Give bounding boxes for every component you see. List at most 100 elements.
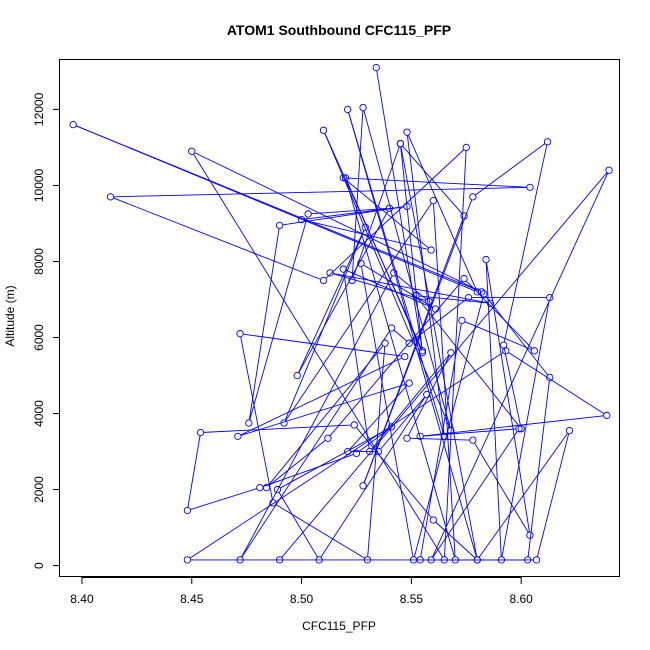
series-line-segment [275, 504, 365, 559]
series-line-segment [485, 296, 548, 376]
data-point [462, 143, 470, 152]
series-line-segment [435, 521, 476, 558]
data-point [183, 556, 192, 564]
data-point [396, 139, 405, 148]
data-point [486, 299, 495, 307]
data-point [605, 166, 613, 174]
data-point [532, 556, 541, 564]
data-point [429, 516, 437, 524]
series-line-segment [363, 199, 473, 483]
series-line-segment [187, 435, 201, 508]
data-point [196, 428, 205, 437]
data-point [273, 485, 282, 494]
series-line-segment [503, 144, 548, 342]
series-line-segment [393, 329, 407, 342]
y-axis: 0 2000 4000 6000 8000 10000 12000 [32, 92, 60, 569]
data-point [469, 436, 477, 444]
series-line-segment [464, 321, 532, 350]
data-point [326, 269, 334, 277]
series-line-segment [298, 230, 365, 373]
y-tick-label: 4000 [32, 400, 46, 427]
series-line-segment [406, 135, 445, 434]
series-line-segment [189, 352, 504, 559]
y-tick-label: 6000 [32, 324, 46, 351]
series-line-segment [281, 172, 608, 558]
series-line-segment [346, 177, 527, 188]
series-line-segment [241, 275, 393, 558]
data-point [324, 434, 332, 442]
series-line-segment [466, 280, 533, 349]
data-point [359, 482, 367, 490]
series-line-segment [282, 206, 404, 226]
series-line-segment [240, 336, 273, 500]
data-point [319, 126, 328, 134]
data-point [480, 290, 488, 298]
series-line-segment [402, 145, 463, 214]
data-point [517, 425, 525, 433]
data-point [405, 379, 413, 387]
series-line-segment [190, 488, 257, 510]
y-tick-label: 10000 [32, 168, 46, 202]
data-point [188, 147, 196, 155]
data-point [473, 556, 481, 564]
series-line-segment [345, 180, 455, 557]
series-line-segment [433, 204, 456, 557]
series-line-segment [407, 135, 477, 289]
chart-title: ATOM1 Southbound CFC115_PFP [227, 22, 451, 38]
data-point [363, 556, 372, 564]
series-line-segment [527, 380, 550, 557]
data-point [451, 556, 459, 564]
data-point [236, 330, 244, 338]
data-point [403, 434, 411, 442]
y-tick-label: 12000 [32, 92, 46, 126]
series-line-segment [536, 433, 570, 557]
series-point-group [69, 63, 613, 564]
data-point [460, 212, 468, 220]
data-point [440, 556, 448, 564]
series-line-segment [346, 270, 433, 309]
series-line-segment [432, 431, 518, 558]
data-point [469, 193, 477, 201]
data-point [256, 484, 264, 492]
x-tick-label: 8.50 [290, 592, 314, 606]
data-point [431, 305, 440, 313]
x-tick-label: 8.45 [180, 592, 204, 606]
data-point [440, 432, 448, 440]
data-point [427, 556, 435, 564]
series-line-segment [262, 454, 354, 487]
series-line-segment [320, 397, 426, 558]
series-line-segment [411, 299, 467, 342]
series-line-segment [396, 274, 427, 300]
series-line-segment [280, 428, 389, 489]
series-line-group [76, 70, 609, 561]
data-point [339, 265, 347, 273]
series-line-segment [356, 427, 432, 518]
data-point [497, 556, 506, 564]
data-point [315, 556, 323, 564]
data-point [401, 352, 409, 361]
data-point [546, 293, 554, 302]
series-line-segment [349, 385, 408, 450]
data-point [423, 390, 431, 399]
x-axis: 8.40 8.45 8.50 8.55 8.60 [70, 577, 533, 606]
data-point [403, 128, 411, 136]
series-line-segment [268, 440, 326, 486]
series-line-segment [432, 173, 609, 557]
series-line-segment [113, 186, 527, 198]
data-point [416, 432, 424, 440]
data-point [429, 197, 437, 205]
data-point [183, 506, 192, 515]
data-point [405, 339, 413, 347]
data-point [381, 339, 389, 347]
data-point [418, 347, 427, 355]
series-line-segment [284, 230, 365, 421]
data-point [234, 432, 242, 440]
data-point [374, 447, 383, 456]
data-point [425, 297, 433, 306]
y-axis-label: Altitude (m) [3, 285, 17, 346]
series-line-segment [475, 143, 546, 196]
data-point [543, 138, 552, 146]
series-line-segment [268, 345, 384, 486]
